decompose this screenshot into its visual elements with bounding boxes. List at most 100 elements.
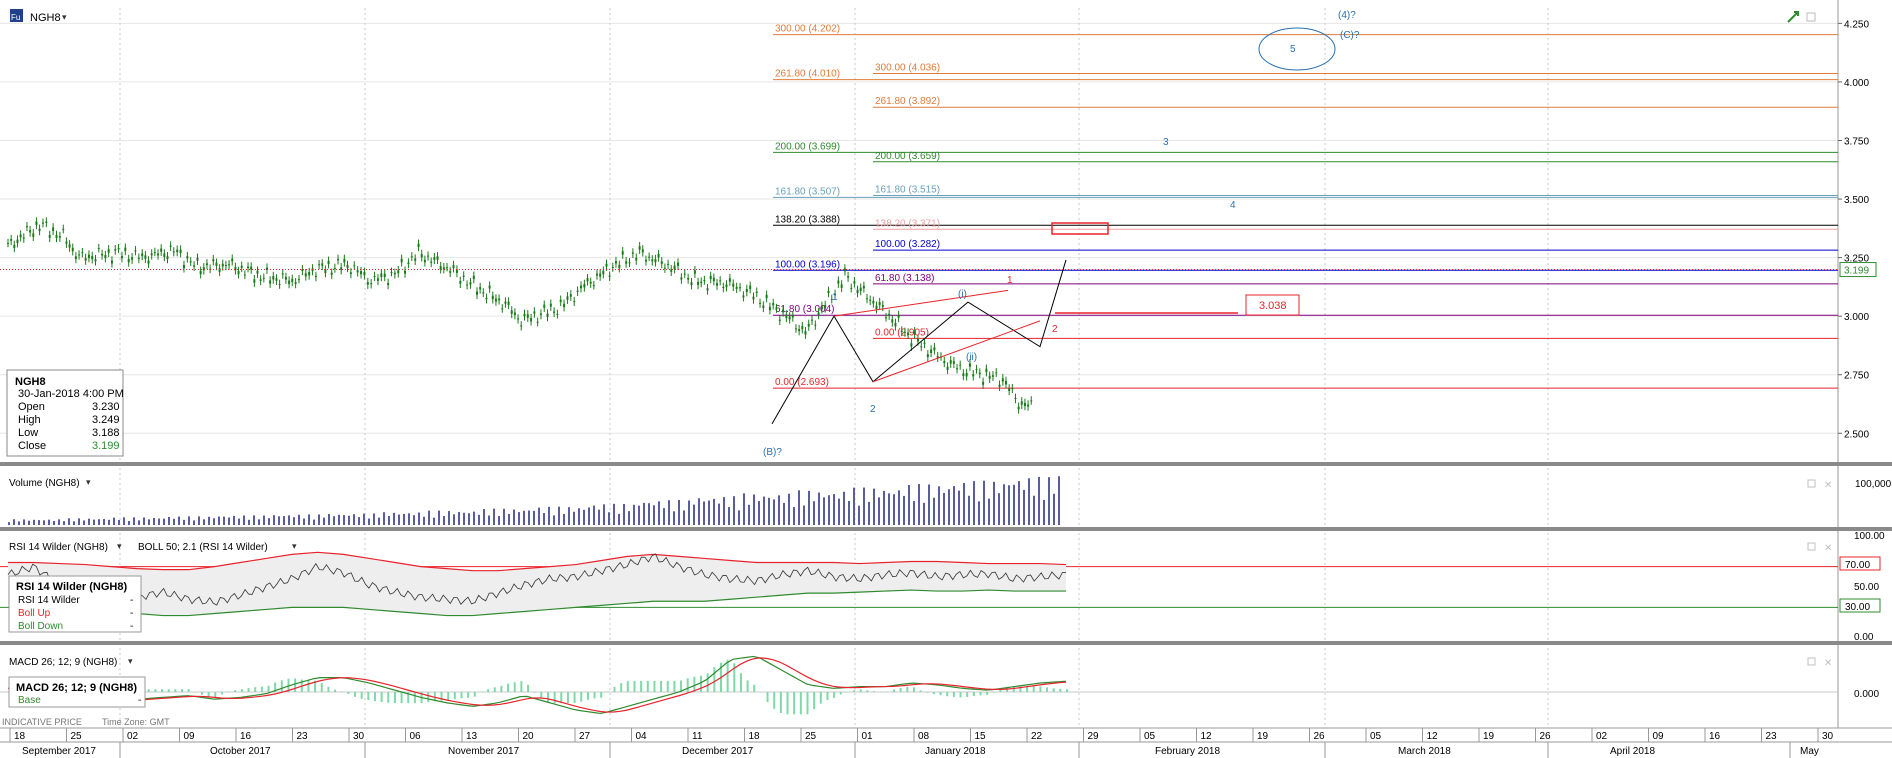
candle-body: [35, 221, 38, 225]
volume-bar: [763, 496, 765, 525]
symbol-label[interactable]: NGH8: [30, 12, 61, 24]
time-axis[interactable]: 18 25 02 09 16 23 30 06 13 20 27 04 11 18 25 01 08 15 22 29…: [0, 727, 1892, 758]
candle-body: [318, 264, 321, 266]
maximize-icon[interactable]: [1807, 657, 1816, 666]
macd-histogram-bar: [839, 692, 842, 695]
panel-controls[interactable]: ✕ ✕ ✕: [1807, 479, 1832, 669]
rsi-legend-bolldown-label: Boll Down: [18, 621, 63, 632]
price-panel[interactable]: 300.00 (4.202) 300.00 (4.036) 261.80 (4.01…: [0, 10, 1877, 458]
macd-legend-title: MACD 26; 12; 9 (NGH8): [16, 682, 137, 694]
macd-histogram-bar: [566, 692, 569, 704]
candle-body: [903, 331, 906, 333]
rsi-panel[interactable]: RSI 14 Wilder (NGH8) ▾ BOLL 50; 2.1 (RSI…: [0, 531, 1885, 643]
panel-separator[interactable]: [0, 527, 1892, 531]
candle-body: [631, 252, 634, 254]
volume-bar: [13, 519, 15, 525]
macd-histogram-bar: [979, 692, 982, 696]
day-tick-label: 02: [127, 731, 139, 742]
symbol-dropdown-icon[interactable]: ▾: [62, 12, 67, 22]
macd-histogram-bar: [473, 692, 476, 697]
volume-bar: [728, 507, 730, 525]
volume-bar: [773, 499, 775, 525]
volume-bar: [998, 493, 1000, 525]
macd-legend-base-value: -: [138, 695, 141, 706]
volume-bar: [253, 515, 255, 525]
price-tick-label: 4.000: [1844, 78, 1869, 89]
macd-histogram-bar: [413, 692, 416, 704]
panel-separator[interactable]: [0, 641, 1892, 645]
macd-histogram-bar: [227, 691, 230, 693]
candle-body: [141, 253, 144, 257]
macd-histogram-bar: [354, 692, 357, 697]
candle-body: [275, 278, 278, 281]
volume-bar: [1048, 477, 1050, 525]
macd-histogram-bar: [1032, 686, 1035, 692]
boll-dropdown-icon[interactable]: ▾: [292, 541, 297, 551]
candle-body: [58, 235, 61, 238]
close-icon[interactable]: ✕: [1824, 480, 1832, 491]
rsi-dropdown-icon[interactable]: ▾: [117, 541, 122, 551]
macd-histogram-bar: [813, 692, 816, 710]
candle-body: [269, 280, 272, 284]
candle-body: [212, 259, 215, 262]
fib-level-label: 300.00 (4.202): [775, 24, 840, 35]
candle-body: [824, 305, 827, 309]
candle-body: [131, 257, 134, 260]
macd-histogram-bar: [999, 689, 1002, 692]
macd-histogram-bar: [1059, 688, 1062, 692]
panel-separator[interactable]: [0, 462, 1892, 466]
candle-body: [414, 258, 417, 261]
volume-panel[interactable]: Volume (NGH8) ▾ 100,000: [8, 476, 1892, 525]
rsi-legend-rsi-label: RSI 14 Wilder: [18, 595, 80, 606]
candle-body: [234, 266, 237, 271]
candle-body: [712, 277, 715, 282]
volume-bar: [233, 515, 235, 525]
maximize-icon[interactable]: [1807, 542, 1816, 551]
fib-level-label: 138.20 (3.371): [875, 218, 940, 229]
close-icon[interactable]: ✕: [1824, 658, 1832, 669]
candle-body: [340, 267, 343, 271]
volume-bar: [363, 513, 365, 525]
volume-bar: [393, 512, 395, 525]
candle-body: [923, 342, 926, 344]
volume-bar: [378, 517, 380, 525]
volume-bar: [333, 516, 335, 525]
close-icon[interactable]: ✕: [1824, 543, 1832, 554]
volume-title[interactable]: Volume (NGH8): [9, 478, 80, 489]
candle-body: [660, 261, 663, 264]
candle-body: [930, 349, 933, 353]
candle-body: [638, 246, 641, 250]
candle-body: [127, 258, 130, 263]
candle-body: [193, 265, 196, 267]
candle-body: [791, 315, 794, 318]
candle-body: [897, 315, 900, 318]
rsi-title[interactable]: RSI 14 Wilder (NGH8): [9, 542, 108, 553]
macd-panel[interactable]: MACD 26; 12; 9 (NGH8) ▾ MACD 26; 12; 9 (…: [0, 655, 1879, 715]
candle-body: [52, 227, 55, 231]
macd-histogram-bar: [786, 692, 789, 715]
candle-body: [237, 270, 240, 275]
maximize-icon[interactable]: [1807, 479, 1816, 488]
macd-title[interactable]: MACD 26; 12; 9 (NGH8): [9, 657, 117, 668]
volume-bar: [178, 516, 180, 525]
volume-bar: [133, 517, 135, 525]
boll-title[interactable]: BOLL 50; 2.1 (RSI 14 Wilder): [138, 542, 268, 553]
resistance-box: [1051, 222, 1109, 235]
rsi-legend-bollup-label: Boll Up: [18, 608, 51, 619]
symbol-badge[interactable]: [10, 9, 23, 22]
macd-dropdown-icon[interactable]: ▾: [128, 656, 133, 666]
candle-body: [137, 257, 140, 259]
volume-dropdown-icon[interactable]: ▾: [86, 477, 91, 487]
volume-bar: [638, 505, 640, 525]
candle-body: [933, 347, 936, 351]
candle-body: [703, 280, 706, 282]
volume-bar: [558, 506, 560, 525]
candle-body: [978, 372, 981, 375]
macd-histogram-bar: [174, 689, 177, 692]
maximize-icon[interactable]: [1806, 12, 1816, 22]
candle-body: [1023, 402, 1026, 407]
volume-axis-label: 100,000: [1855, 479, 1892, 490]
macd-histogram-bar: [640, 680, 643, 692]
candle-body: [327, 260, 330, 265]
candle-body: [1030, 400, 1033, 402]
